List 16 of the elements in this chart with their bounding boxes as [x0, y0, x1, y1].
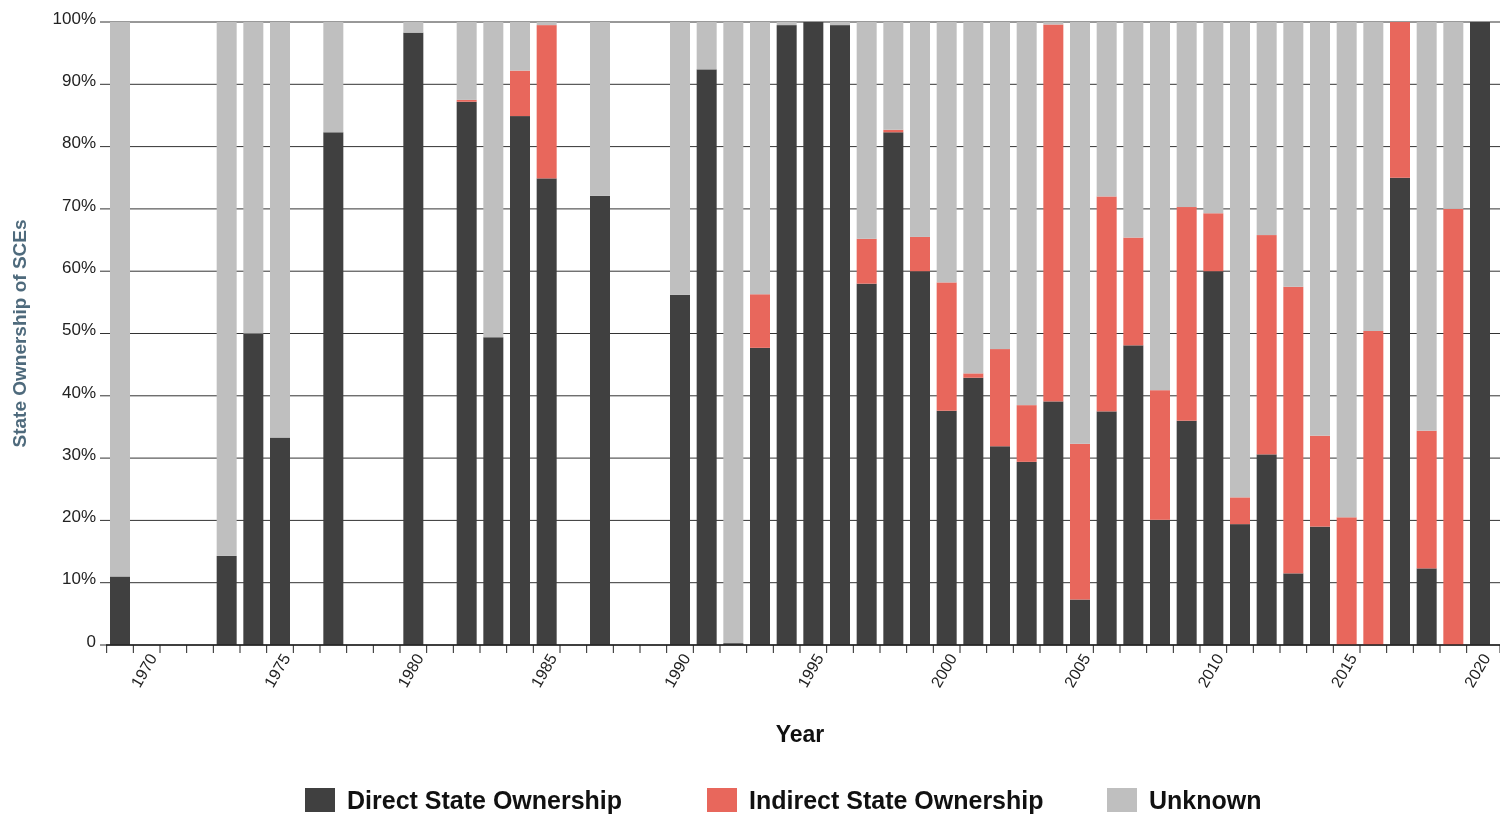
legend-label: Unknown	[1149, 785, 1262, 814]
y-tick-label: 10%	[61, 569, 96, 589]
y-tick-label: 50%	[61, 320, 96, 340]
y-tick-label: 30%	[61, 444, 96, 464]
y-tick-label: 100%	[52, 8, 96, 28]
y-tick-label: 90%	[61, 71, 96, 90]
legend-label: Direct State Ownership	[347, 785, 623, 814]
y-tick-label: 40%	[61, 382, 96, 402]
y-tick-label: 70%	[61, 195, 96, 215]
y-tick-label: 0	[86, 631, 96, 651]
x-axis-title: Year	[775, 721, 825, 747]
y-tick-label: 20%	[61, 507, 96, 527]
y-tick-label: 80%	[61, 133, 96, 153]
y-tick-label: 60%	[61, 257, 96, 277]
legend-label: Indirect State Ownership	[749, 785, 1044, 814]
y-axis-title: State Ownership of SCEs	[9, 219, 30, 448]
